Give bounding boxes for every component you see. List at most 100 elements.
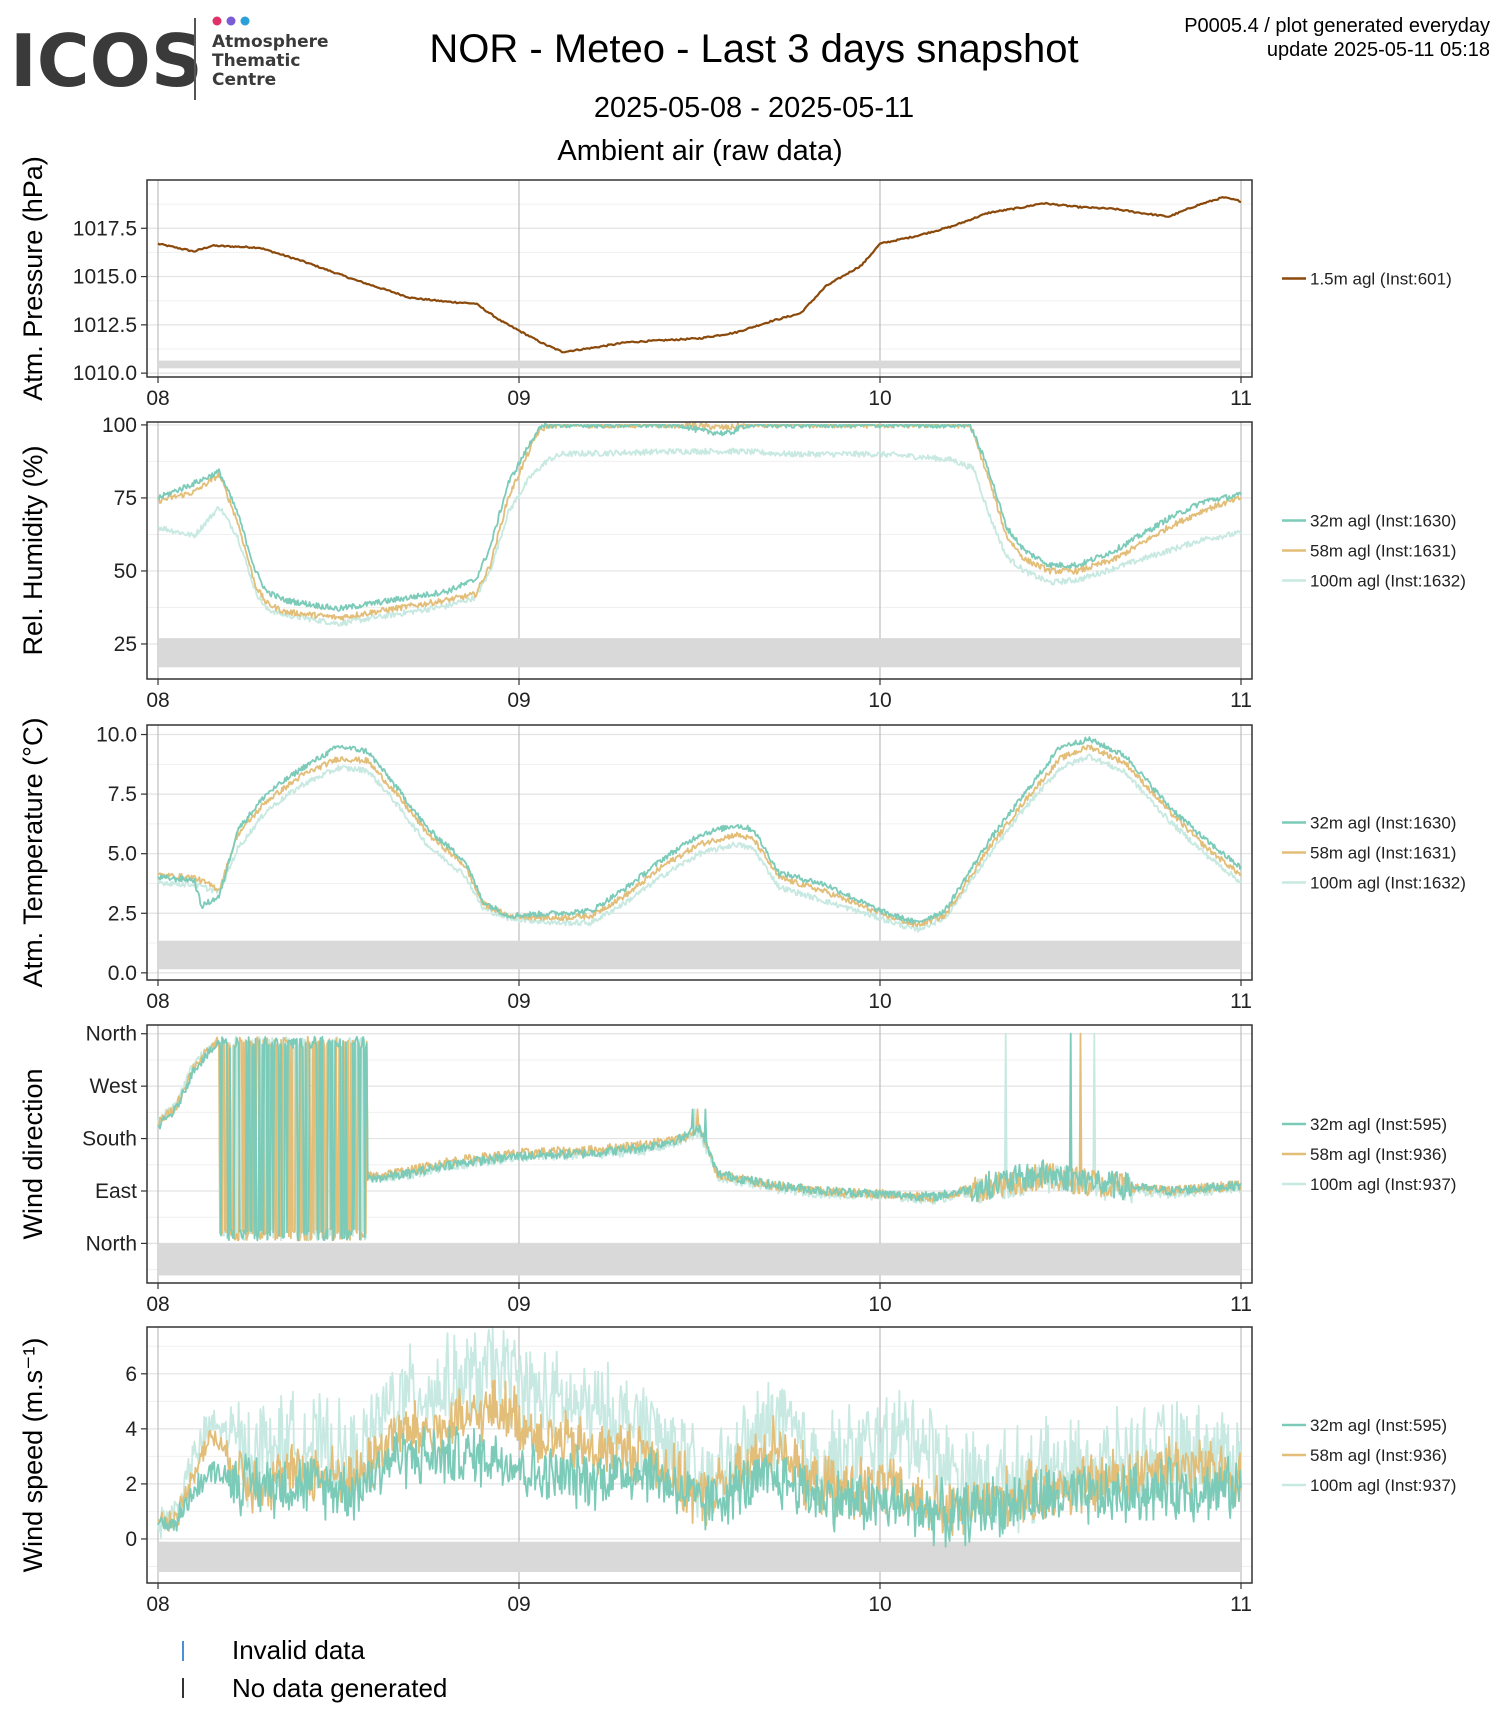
series-group: [157, 422, 1242, 627]
legend-label: 100m agl (Inst:937): [1310, 1175, 1456, 1194]
series-line-0: [157, 196, 1242, 354]
no-data-band: [158, 940, 1241, 970]
panel-0: 1010.0 1012.5 1015.0 1017.5 08 09 10 11 Atm. Pre…: [18, 156, 1452, 410]
panel-1: 25 50 75 100 08 09 10 11 Rel. Humidity (%) 32m ag…: [18, 414, 1466, 712]
y-tick-label: 0.0: [108, 962, 137, 985]
x-tick-label: 08: [146, 990, 169, 1013]
logo-dot-blue: [240, 16, 250, 26]
y-tick-label: 5.0: [108, 843, 137, 866]
y-tick-label: 2.5: [108, 902, 137, 925]
y-axis-label: Rel. Humidity (%): [18, 445, 48, 655]
x-tick-label: 09: [507, 689, 530, 712]
y-axis-label: Atm. Temperature (°C): [18, 718, 48, 988]
legend-label: 58m agl (Inst:1631): [1310, 542, 1456, 561]
y-tick-label: 1010.0: [73, 362, 137, 385]
footer-legend: Invalid data No data generated: [182, 1635, 447, 1703]
x-tick-label: 08: [146, 1293, 169, 1316]
panel-border: [146, 1024, 1253, 1284]
series-line-0: [157, 1032, 1242, 1242]
y-axis-label: Wind speed (m.s⁻¹): [18, 1338, 48, 1573]
legend-label: 32m agl (Inst:1630): [1310, 814, 1456, 833]
logo-subtitle-line1: Atmosphere: [212, 32, 329, 52]
series-line-1: [157, 422, 1242, 621]
logo-dot-purple: [226, 16, 236, 26]
x-tick-label: 08: [146, 689, 169, 712]
y-tick-label: East: [95, 1180, 137, 1203]
page-title: NOR - Meteo - Last 3 days snapshot: [429, 27, 1078, 71]
series-group: [157, 1032, 1242, 1242]
x-tick-label: 11: [1230, 387, 1252, 410]
y-tick-label: 1017.5: [73, 217, 137, 240]
x-tick-label: 09: [507, 990, 530, 1013]
x-tick-label: 10: [868, 689, 891, 712]
series-line-1: [157, 744, 1242, 928]
series-line-0: [157, 422, 1242, 612]
y-tick-label: 4: [125, 1418, 137, 1441]
y-tick-label: 2: [125, 1473, 137, 1496]
panel-border: [146, 421, 1253, 680]
meta-line1: P0005.4 / plot generated everyday: [1184, 15, 1490, 37]
y-tick-label: North: [86, 1023, 137, 1046]
panel-3: North East South West North 08 09 10 11 Wind dire…: [18, 1023, 1456, 1316]
y-tick-label: 7.5: [108, 783, 137, 806]
y-tick-label: South: [82, 1128, 137, 1151]
legend-label: 32m agl (Inst:595): [1310, 1416, 1447, 1435]
series-line-2: [157, 447, 1242, 627]
y-axis-label: Atm. Pressure (hPa): [18, 156, 48, 401]
legend-label: 100m agl (Inst:1632): [1310, 572, 1466, 591]
y-tick-label: 50: [114, 560, 137, 583]
logo-text: ICOS: [10, 19, 203, 103]
y-tick-label: 25: [114, 633, 137, 656]
legend-label: 58m agl (Inst:936): [1310, 1145, 1447, 1164]
x-tick-label: 09: [507, 1293, 530, 1316]
panel-border: [146, 1326, 1253, 1584]
series-group: [157, 736, 1242, 933]
y-tick-label: 6: [125, 1363, 137, 1386]
legend-label: 1.5m agl (Inst:601): [1310, 270, 1452, 289]
no-data-band: [158, 638, 1241, 668]
y-tick-label: 75: [114, 487, 137, 510]
y-tick-label: West: [90, 1075, 138, 1098]
x-tick-label: 08: [146, 1593, 169, 1616]
x-tick-label: 09: [507, 1593, 530, 1616]
legend-label: 58m agl (Inst:1631): [1310, 844, 1456, 863]
x-tick-label: 11: [1230, 689, 1252, 712]
section-title: Ambient air (raw data): [557, 135, 842, 167]
legend-label: 32m agl (Inst:1630): [1310, 512, 1456, 531]
x-tick-label: 09: [507, 387, 530, 410]
series-line-0: [157, 736, 1242, 925]
x-tick-label: 10: [868, 990, 891, 1013]
icos-logo: ICOS Atmosphere Thematic Centre: [10, 16, 329, 103]
logo-dot-pink: [212, 16, 222, 26]
invalid-data-label: Invalid data: [232, 1635, 366, 1665]
legend-label: 32m agl (Inst:595): [1310, 1115, 1447, 1134]
y-tick-label: 1012.5: [73, 314, 137, 337]
panel-border: [146, 179, 1253, 378]
series-group: [157, 196, 1242, 354]
x-tick-label: 10: [868, 1593, 891, 1616]
series-line-0: [157, 1425, 1242, 1548]
no-data-band: [158, 360, 1241, 369]
no-data-label: No data generated: [232, 1673, 447, 1703]
x-tick-label: 11: [1230, 990, 1252, 1013]
panel-4: 0 2 4 6 08 09 10 11 Wind speed (m.s⁻¹) 32m agl (I…: [18, 1326, 1456, 1616]
series-line-2: [157, 1327, 1242, 1539]
legend-label: 100m agl (Inst:937): [1310, 1476, 1456, 1495]
logo-subtitle-line2: Thematic: [212, 51, 300, 71]
x-tick-label: 10: [868, 1293, 891, 1316]
series-group: [157, 1327, 1242, 1548]
panel-border: [146, 724, 1253, 981]
x-tick-label: 10: [868, 387, 891, 410]
no-data-band: [158, 1243, 1241, 1276]
y-tick-label: 100: [102, 414, 137, 437]
legend-label: 100m agl (Inst:1632): [1310, 874, 1466, 893]
y-tick-label: 0: [125, 1528, 137, 1551]
y-axis-label: Wind direction: [18, 1068, 48, 1239]
date-range: 2025-05-08 - 2025-05-11: [594, 92, 914, 124]
x-tick-label: 11: [1230, 1593, 1252, 1616]
x-tick-label: 11: [1230, 1293, 1252, 1316]
logo-subtitle-line3: Centre: [212, 70, 276, 90]
series-line-2: [157, 753, 1242, 933]
